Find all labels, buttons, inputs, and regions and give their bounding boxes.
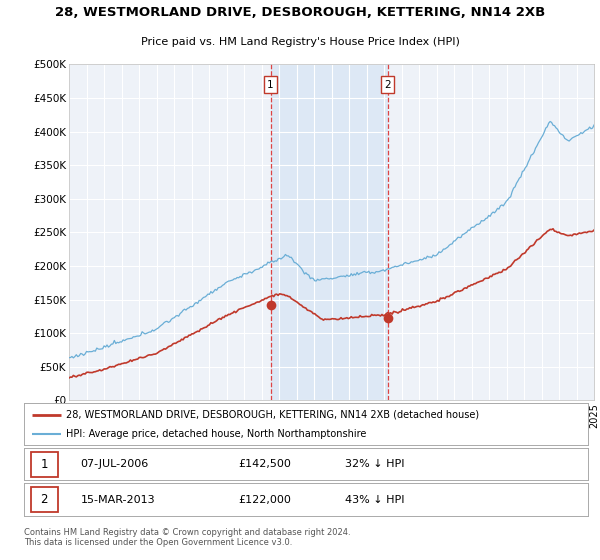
Text: 2: 2 bbox=[385, 80, 391, 90]
Text: 1: 1 bbox=[267, 80, 274, 90]
Text: 15-MAR-2013: 15-MAR-2013 bbox=[80, 494, 155, 505]
Text: £122,000: £122,000 bbox=[238, 494, 291, 505]
FancyBboxPatch shape bbox=[31, 452, 58, 477]
Text: 28, WESTMORLAND DRIVE, DESBOROUGH, KETTERING, NN14 2XB (detached house): 28, WESTMORLAND DRIVE, DESBOROUGH, KETTE… bbox=[66, 409, 479, 419]
Text: HPI: Average price, detached house, North Northamptonshire: HPI: Average price, detached house, Nort… bbox=[66, 429, 367, 439]
Text: 07-JUL-2006: 07-JUL-2006 bbox=[80, 459, 149, 469]
Text: £142,500: £142,500 bbox=[238, 459, 291, 469]
Text: 2: 2 bbox=[41, 493, 48, 506]
Text: 32% ↓ HPI: 32% ↓ HPI bbox=[346, 459, 405, 469]
Text: Contains HM Land Registry data © Crown copyright and database right 2024.
This d: Contains HM Land Registry data © Crown c… bbox=[24, 528, 350, 548]
Text: 1: 1 bbox=[41, 458, 48, 471]
Text: 43% ↓ HPI: 43% ↓ HPI bbox=[346, 494, 405, 505]
Text: Price paid vs. HM Land Registry's House Price Index (HPI): Price paid vs. HM Land Registry's House … bbox=[140, 38, 460, 48]
Bar bbox=[271, 64, 388, 400]
Text: 28, WESTMORLAND DRIVE, DESBOROUGH, KETTERING, NN14 2XB: 28, WESTMORLAND DRIVE, DESBOROUGH, KETTE… bbox=[55, 6, 545, 20]
FancyBboxPatch shape bbox=[31, 487, 58, 512]
